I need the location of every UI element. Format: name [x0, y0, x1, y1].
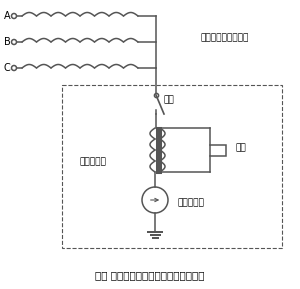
- Text: 刀闸: 刀闸: [163, 95, 174, 105]
- Text: 电阻: 电阻: [235, 144, 246, 153]
- Text: 电流互感器: 电流互感器: [178, 199, 205, 208]
- Text: 发电机定子三相绕组: 发电机定子三相绕组: [201, 34, 249, 42]
- Text: C: C: [4, 63, 11, 73]
- Bar: [62, 85, 282, 248]
- Text: 接地变压器: 接地变压器: [80, 158, 106, 166]
- Text: 图四 发电机中性点接地电阻工作原理图: 图四 发电机中性点接地电阻工作原理图: [95, 270, 205, 280]
- Circle shape: [142, 187, 168, 213]
- Bar: [210, 144, 226, 155]
- Circle shape: [11, 40, 16, 45]
- Text: B: B: [4, 37, 11, 47]
- Circle shape: [11, 14, 16, 18]
- Circle shape: [11, 66, 16, 71]
- Text: A: A: [4, 11, 10, 21]
